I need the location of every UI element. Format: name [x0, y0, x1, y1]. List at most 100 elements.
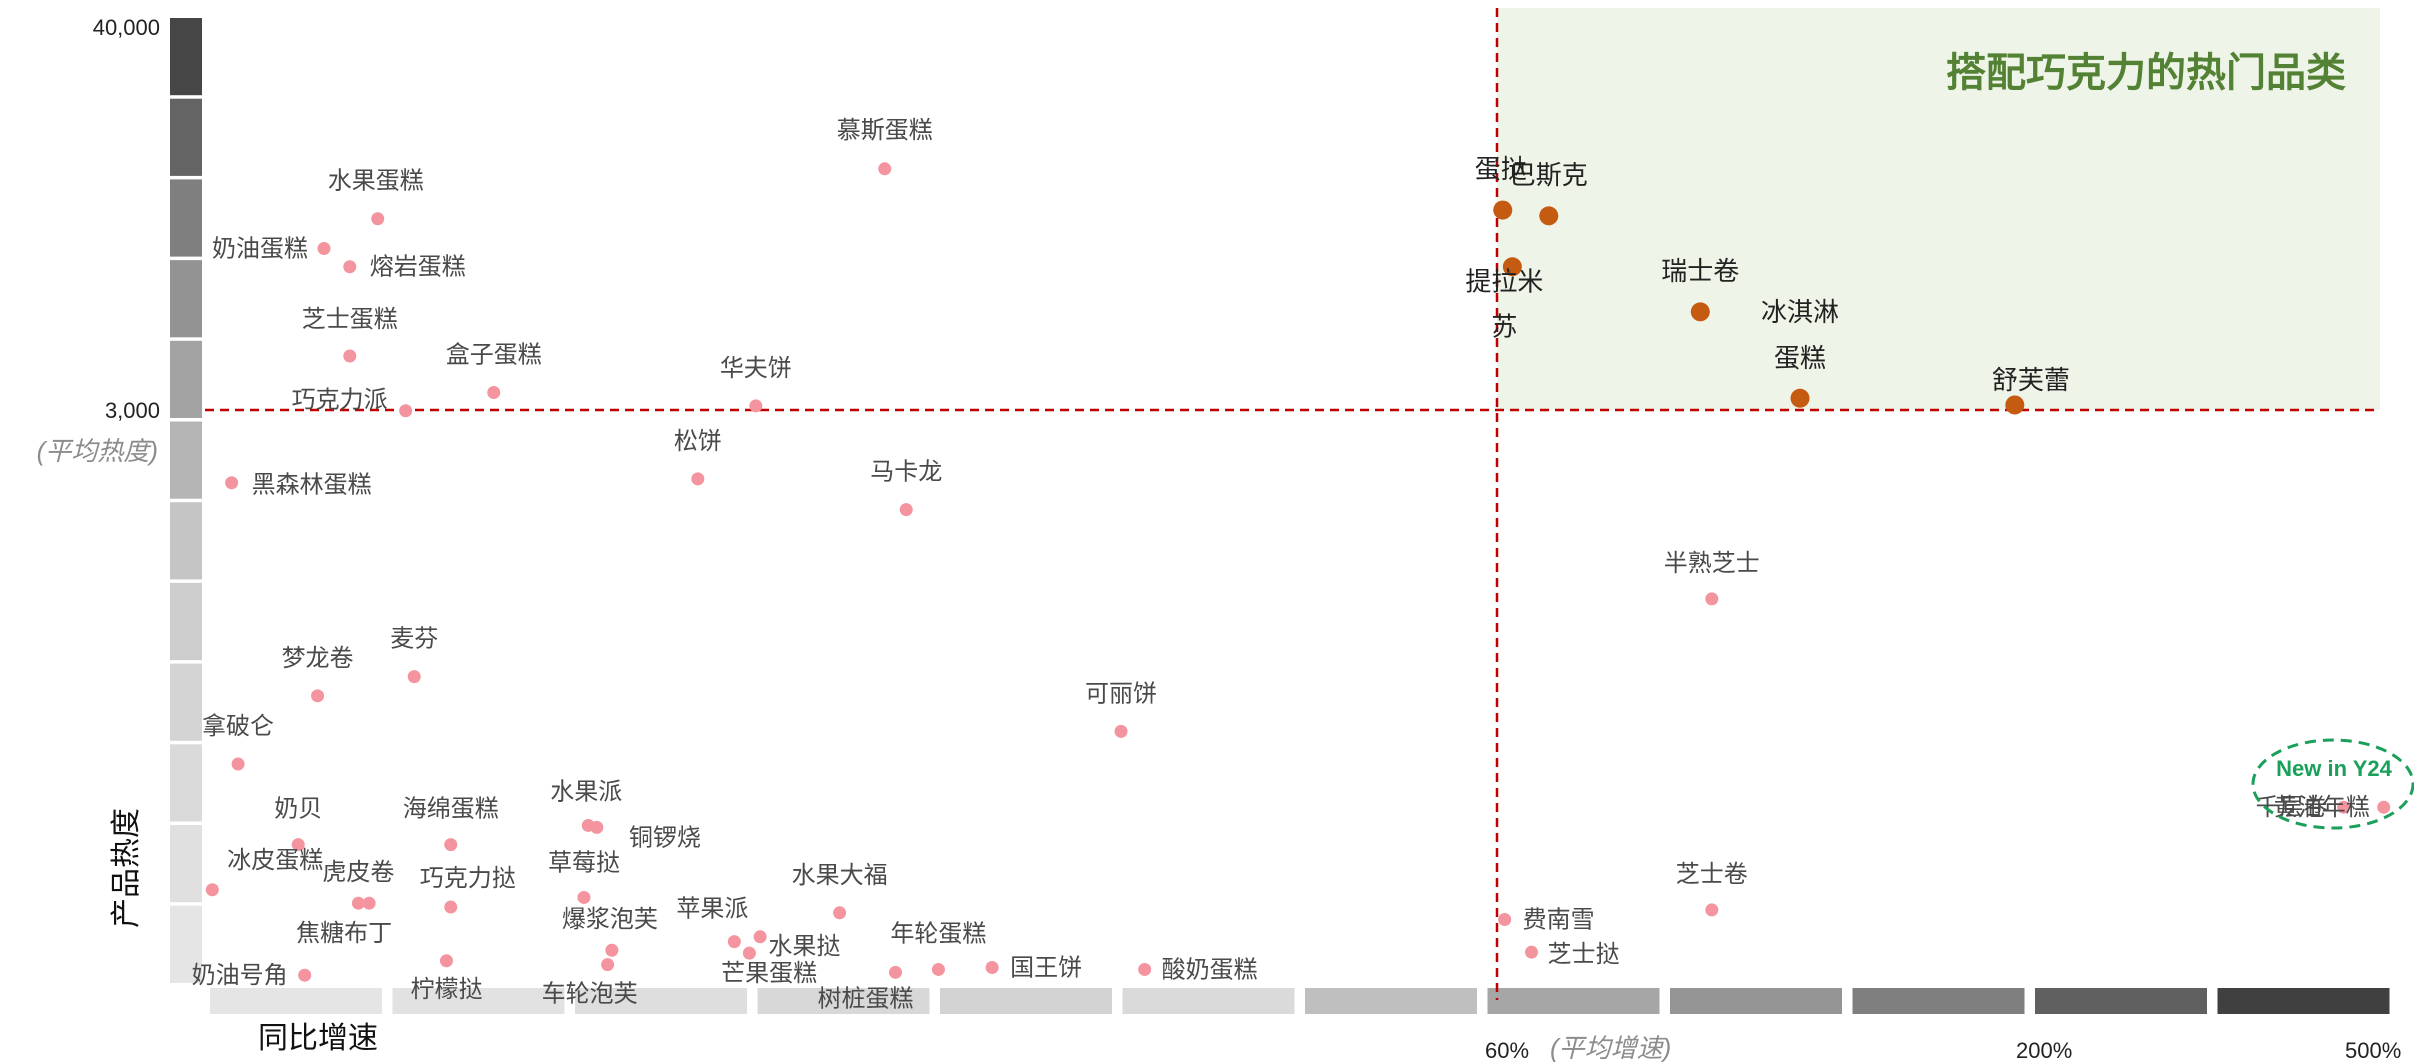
data-point [317, 241, 331, 255]
data-point [691, 472, 705, 486]
x-axis-band-segment [1670, 988, 1842, 1014]
data-point-label: 拿破仑 [202, 713, 274, 740]
data-point [311, 689, 325, 703]
data-point [1493, 200, 1513, 220]
y-axis-band-segment [170, 421, 202, 499]
y-axis-band-segment [170, 905, 202, 983]
data-point [1525, 945, 1539, 959]
data-point-label: 慕斯蛋糕 [837, 117, 933, 144]
x-axis-band-segment [940, 988, 1112, 1014]
x-axis-band-segment [210, 988, 382, 1014]
highlight-region [1497, 8, 2380, 410]
data-point-label: 芒果蛋糕 [721, 960, 817, 987]
data-point-label: 费南雪 [1523, 907, 1595, 934]
data-point [727, 935, 741, 949]
data-point-label: 芝士挞 [1548, 941, 1620, 968]
data-point-label: 松饼 [674, 428, 722, 455]
data-point-label: 瑞士卷 [1661, 256, 1739, 286]
data-point-label: 冰淇淋蛋糕 [1761, 297, 1839, 373]
data-point-label: 柠檬挞 [410, 976, 482, 1003]
data-point-label: 水果大福 [792, 862, 888, 889]
data-point [985, 961, 999, 975]
data-point [601, 958, 615, 972]
data-point-label: 奶油号角 [192, 962, 288, 989]
highlight-region-title: 搭配巧克力的热门品类 [1946, 51, 2346, 95]
data-point-label: 黄油年糕 [2274, 794, 2370, 821]
data-point-label: 海绵蛋糕 [403, 796, 499, 823]
data-point-label: 酸奶蛋糕 [1162, 956, 1258, 983]
x-tick-label: 500% [2345, 1038, 2401, 1062]
data-point-label: 奶贝 [274, 796, 322, 823]
data-point-label: 水果派 [550, 778, 622, 805]
data-point [444, 900, 458, 914]
data-point-label: 草莓挞 [548, 849, 620, 876]
data-point [590, 820, 604, 834]
data-point [1690, 302, 1710, 322]
data-point-label: 马卡龙 [870, 459, 942, 486]
data-point [1498, 913, 1512, 927]
x-axis-band-segment [1487, 988, 1660, 1014]
data-point-label: 梦龙卷 [282, 645, 354, 672]
data-point [291, 838, 305, 852]
data-point-label: 蛋挞 [1475, 154, 1527, 184]
data-point [605, 943, 619, 957]
data-point [753, 930, 767, 944]
data-point-label: 年轮蛋糕 [890, 920, 986, 947]
data-point-label: 爆浆泡芙 [562, 906, 658, 933]
data-point [878, 162, 892, 176]
data-point [1705, 903, 1719, 917]
data-point [931, 962, 945, 976]
data-point [2005, 395, 2025, 415]
data-point [444, 838, 458, 852]
x-axis-band-segment [575, 988, 747, 1014]
data-point [1790, 388, 1810, 408]
data-point-label: 巴斯克 [1510, 160, 1588, 190]
x-tick-label: 200% [2016, 1038, 2072, 1062]
data-point-label: 提拉米苏 [1465, 267, 1543, 342]
data-point-label: 舒芙蕾 [1992, 365, 2070, 395]
data-point [487, 385, 501, 399]
data-point [1114, 724, 1128, 738]
data-point [407, 670, 421, 684]
data-point [225, 476, 239, 490]
x-axis-band-segment [757, 988, 930, 1014]
y-axis-band-segment [170, 98, 202, 176]
data-point [833, 906, 847, 920]
data-point [231, 757, 245, 771]
x-axis-band-segment [2217, 988, 2390, 1014]
data-point [2377, 800, 2391, 814]
data-point-label: 国王饼 [1010, 955, 1082, 982]
data-point [371, 212, 385, 226]
data-point-label: 巧克力派 [292, 387, 388, 414]
y-axis-band-segment [170, 582, 202, 661]
data-point-label: 芝士蛋糕 [302, 306, 398, 333]
x-axis-band-segment [1122, 988, 1295, 1014]
y-axis-band-segment [170, 825, 202, 903]
data-point-label: 麦芬 [390, 626, 438, 653]
data-point [1502, 257, 1522, 277]
data-point [343, 260, 357, 274]
data-point [205, 883, 219, 897]
data-point-label: 可丽饼 [1085, 680, 1157, 707]
new-tag-label: New in Y24 [2276, 756, 2393, 781]
data-point-label: 冰皮蛋糕 [227, 847, 323, 874]
data-point [742, 946, 756, 960]
data-point-label: 树桩蛋糕 [817, 985, 913, 1012]
y-axis-band-segment [170, 744, 202, 822]
data-point-label: 焦糖布丁 [296, 920, 392, 947]
data-point-label: 黑森林蛋糕 [252, 472, 372, 499]
data-point-label: 虎皮卷 [322, 859, 394, 886]
y-axis-band-segment [170, 340, 202, 418]
data-point [1705, 592, 1719, 606]
data-point-label: 华夫饼 [720, 355, 792, 382]
y-axis-title: 产品热度 [110, 808, 143, 928]
y-tick-label: 3,000 [105, 398, 160, 423]
data-point-label: 芝士卷 [1676, 861, 1748, 888]
data-point [899, 503, 913, 517]
data-point [577, 890, 591, 904]
data-point-label: 水果挞 [768, 933, 840, 960]
x-axis-band-segment [392, 988, 565, 1014]
y-tick-label: 40,000 [93, 15, 160, 40]
